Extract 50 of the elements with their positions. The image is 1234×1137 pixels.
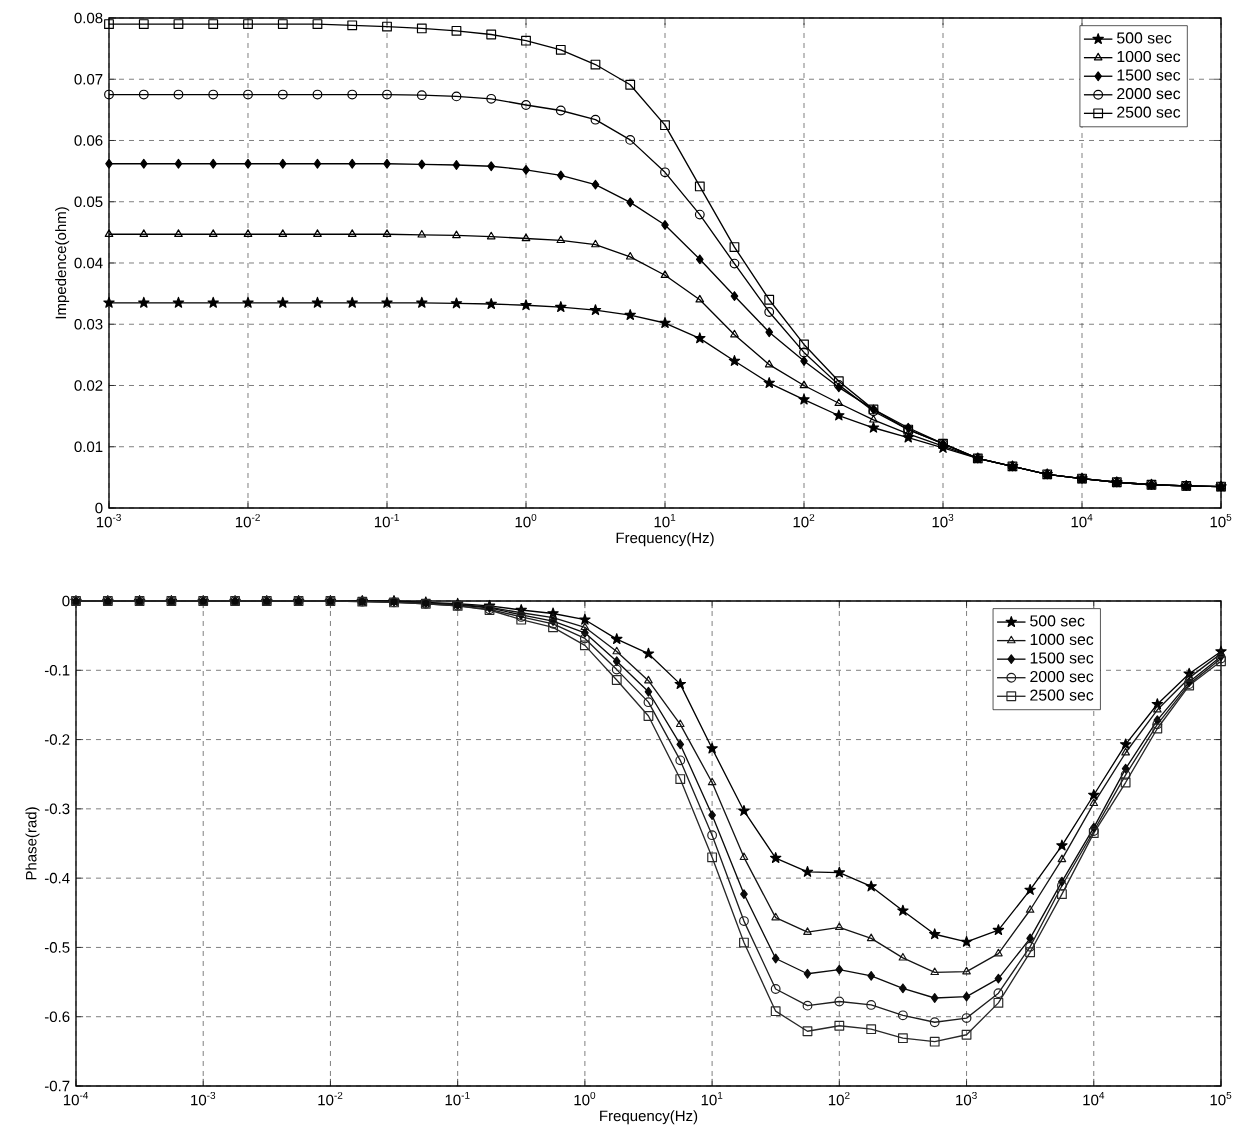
y-tick-label: 0.03	[74, 318, 103, 330]
y-tick-label: 0.07	[74, 73, 103, 85]
legend-label: 2500 sec	[1030, 689, 1094, 701]
y-tick-label: 0	[62, 595, 70, 607]
x-axis-title: Frequency(Hz)	[616, 532, 714, 547]
y-tick-label: -0.2	[44, 734, 70, 745]
legend-label: 1000 sec	[1117, 50, 1181, 63]
x-tick-label: 10$^{-4}$	[63, 1091, 89, 1106]
x-tick-label: 10$^{2}$	[793, 513, 815, 528]
y-axis-title: Impedence(ohm)	[55, 207, 70, 319]
x-tick-label: 10$^{-2}$	[318, 1091, 343, 1106]
y-tick-label: 0.04	[74, 257, 103, 269]
y-tick-label: 0.06	[74, 135, 103, 146]
legend-label: 2500 sec	[1117, 106, 1181, 118]
x-tick-label: 10$^{4}$	[1083, 1091, 1105, 1106]
x-tick-label: 10$^{3}$	[956, 1091, 977, 1106]
legend-label: 1500 sec	[1117, 69, 1181, 81]
x-tick-label: 10$^{5}$	[1210, 1091, 1232, 1106]
x-tick-label: 10$^{1}$	[701, 1091, 723, 1106]
x-tick-label: 10$^{0}$	[515, 513, 537, 528]
y-tick-label: -0.3	[44, 803, 70, 815]
x-tick-label: 10$^{0}$	[574, 1091, 596, 1106]
x-tick-label: 10$^{1}$	[654, 513, 676, 528]
y-tick-label: -0.5	[44, 942, 70, 953]
legend-label: 500 sec	[1117, 32, 1172, 44]
x-axis-title: Frequency(Hz)	[600, 1110, 698, 1125]
x-tick-label: 10$^{-1}$	[445, 1091, 470, 1106]
y-tick-label: -0.1	[44, 664, 70, 676]
x-tick-label: 10$^{-1}$	[374, 513, 399, 528]
x-tick-label: 10$^{4}$	[1071, 513, 1093, 528]
y-tick-label: 0.08	[74, 12, 103, 24]
y-tick-label: 0	[95, 502, 103, 514]
y-tick-label: -0.7	[44, 1080, 70, 1092]
y-axis-title: Phase(rad)	[25, 807, 40, 880]
x-tick-label: 10$^{-2}$	[235, 513, 260, 528]
y-tick-label: -0.4	[44, 872, 70, 884]
x-tick-label: 10$^{2}$	[828, 1091, 850, 1106]
x-tick-label: 10$^{5}$	[1210, 513, 1232, 528]
x-tick-label: 10$^{-3}$	[96, 513, 121, 528]
x-tick-label: 10$^{-3}$	[191, 1091, 216, 1106]
legend-label: 2000 sec	[1117, 88, 1181, 100]
y-tick-label: 0.02	[74, 380, 103, 391]
y-tick-label: 0.05	[74, 196, 103, 208]
x-tick-label: 10$^{3}$	[932, 513, 954, 528]
legend-label: 1000 sec	[1030, 633, 1094, 646]
legend-label: 500 sec	[1030, 615, 1085, 627]
legend-label: 2000 sec	[1030, 670, 1094, 683]
y-tick-label: -0.6	[44, 1011, 70, 1023]
legend-label: 1500 sec	[1030, 652, 1094, 664]
y-tick-label: 0.01	[74, 441, 103, 453]
